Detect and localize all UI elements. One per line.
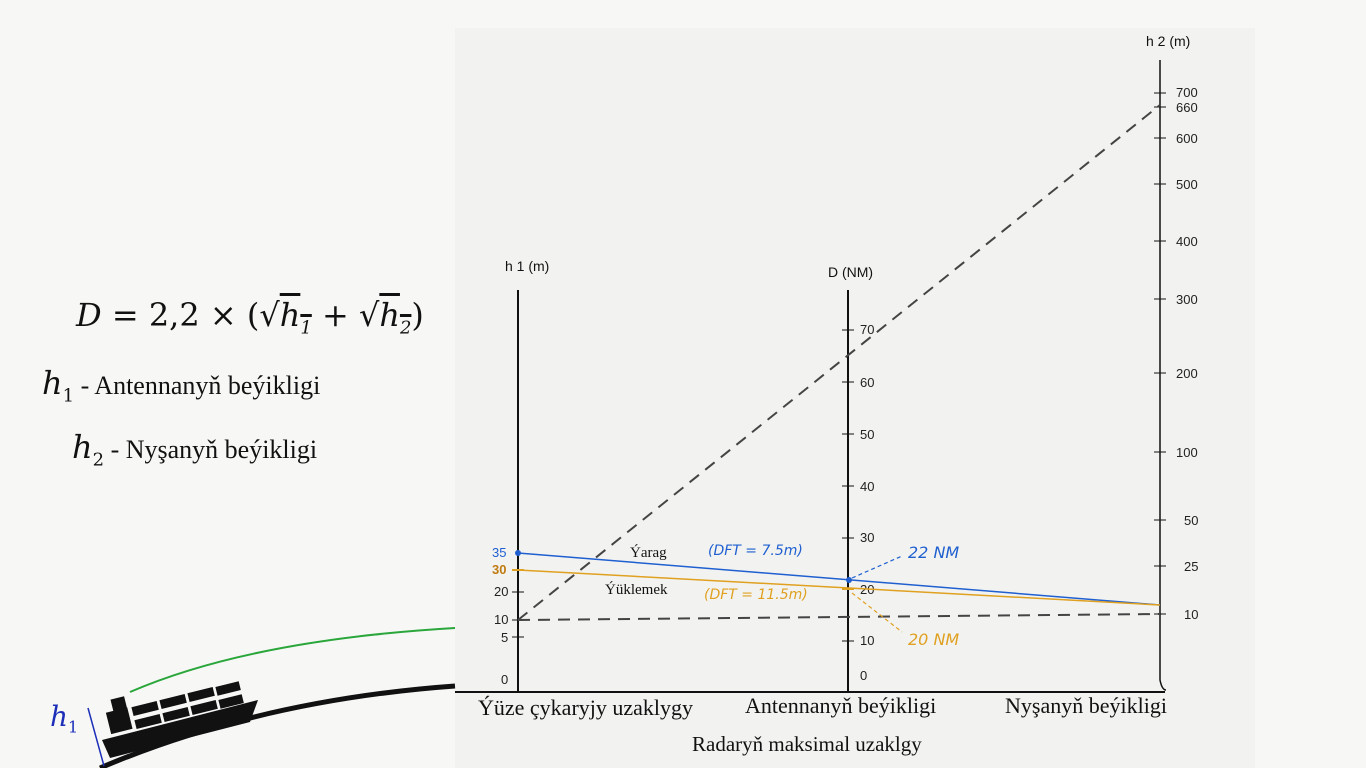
d-tick-60: 60 — [860, 375, 874, 390]
d-tick-50: 50 — [860, 427, 874, 442]
h1-tick-35: 35 — [492, 545, 506, 560]
legend-h2-text: Nyşanyň beýikligi — [125, 435, 318, 464]
legend-h1: h1 - Antennanyň beýikligi — [42, 364, 321, 407]
h2-tick-700: 700 — [1176, 85, 1198, 100]
h2-tick-25: 25 — [1184, 559, 1198, 574]
d-tick-70: 70 — [860, 322, 874, 337]
formula-close: ) — [411, 296, 424, 334]
d-tick-10: 10 — [860, 633, 874, 648]
h1-tick-20: 20 — [494, 584, 508, 599]
h1-tick-0: 0 — [501, 672, 508, 687]
d-tick-40: 40 — [860, 479, 874, 494]
dashed-diagonal-line — [517, 104, 1161, 621]
earth-curve — [99, 683, 456, 768]
formula-eq: = 2,2 × ( — [111, 296, 260, 334]
radar-horizon-line — [129, 627, 456, 693]
legend-h1-symbol: h1 — [42, 364, 75, 407]
h1-axis-title: h 1 (m) — [505, 258, 549, 274]
sqrt-icon-2: √ — [358, 296, 380, 334]
formula-d: D — [76, 296, 102, 334]
bottom-caption: Radaryň maksimal uzaklgy — [692, 732, 922, 756]
h1-ticks: 35 30 20 10 5 0 — [492, 545, 524, 687]
h1-tick-10: 10 — [494, 612, 508, 627]
h1-tick-5: 5 — [501, 630, 508, 645]
h2-tick-660: 660 — [1176, 100, 1198, 115]
d-tick-0: 0 — [860, 668, 867, 683]
dashed-horizontal-line — [517, 613, 1161, 621]
h2-tick-100: 100 — [1176, 445, 1198, 460]
ship-h1-label: h1 — [50, 700, 79, 737]
legend-h2: h2 - Nyşanyň beýikligi — [72, 428, 318, 471]
orange-result-pointer — [851, 592, 903, 633]
h2-ticks: 700 660 600 500 400 300 200 100 50 25 10 — [1154, 85, 1198, 622]
h2-tick-300: 300 — [1176, 292, 1198, 307]
sqrt-icon: √ — [259, 296, 280, 334]
h2-tick-10: 10 — [1184, 607, 1198, 622]
range-formula: D = 2,2 × (√h1 + √h2) — [76, 296, 424, 338]
h2-tick-600: 600 — [1176, 131, 1198, 146]
formula-plus: + — [321, 296, 349, 334]
blue-line-label: Ýarag — [630, 544, 667, 561]
blue-result-pointer — [851, 555, 903, 579]
h2-tick-200: 200 — [1176, 366, 1198, 381]
bottom-label-left: Ýüze çykaryjy uzaklygy — [478, 695, 693, 720]
d-axis-title: D (NM) — [828, 264, 873, 280]
orange-result: 20 NM — [908, 630, 959, 649]
d-tick-30: 30 — [860, 530, 874, 545]
blue-note: (DFT = 7.5m) — [708, 543, 803, 559]
d-ticks: 70 60 50 40 30 20 10 0 — [842, 322, 874, 683]
blue-point-h1 — [515, 550, 521, 556]
blue-result: 22 NM — [908, 543, 959, 562]
ship-icon — [87, 681, 258, 767]
formula-h1: h1 — [279, 296, 312, 339]
h2-tick-500: 500 — [1176, 177, 1198, 192]
bottom-label-mid: Antennanyň beýikligi — [745, 693, 936, 718]
legend-h1-text: Antennanyň beýikligi — [94, 371, 321, 400]
blue-point-d — [846, 577, 852, 583]
orange-line — [517, 569, 1161, 606]
h2-tick-400: 400 — [1176, 234, 1198, 249]
orange-line-label: Ýüklemek — [605, 581, 668, 598]
h1-tick-30: 30 — [492, 562, 506, 577]
blue-line — [517, 552, 1161, 606]
bottom-label-right: Nyşanyň beýikligi — [1005, 693, 1167, 718]
orange-note: (DFT = 11.5m) — [704, 587, 808, 603]
h2-axis-title: h 2 (m) — [1146, 33, 1190, 49]
nomogram-panel — [455, 28, 1255, 768]
legend-h2-symbol: h2 — [72, 428, 105, 471]
h2-tick-50: 50 — [1184, 513, 1198, 528]
h2-axis-line — [1159, 60, 1167, 691]
formula-h2: h2 — [379, 296, 412, 339]
